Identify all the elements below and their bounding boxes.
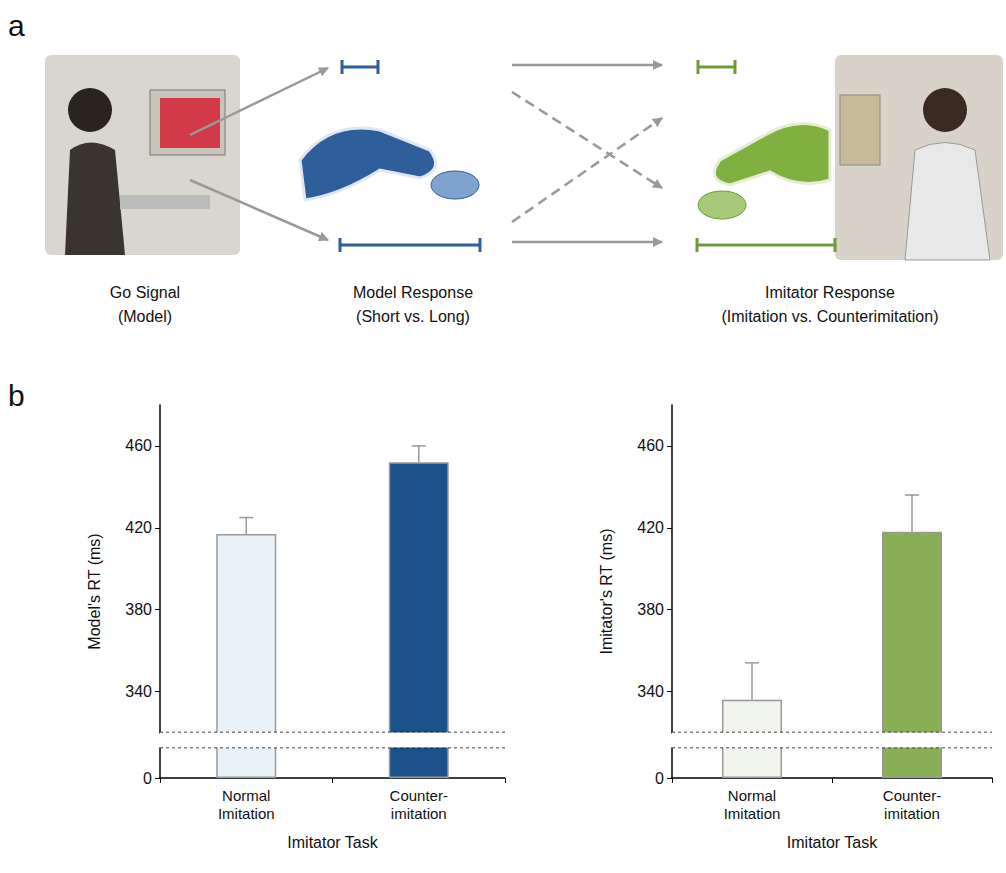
- svg-text:0: 0: [143, 770, 152, 787]
- svg-text:460: 460: [125, 437, 152, 454]
- svg-text:Imitator Response: Imitator Response: [765, 284, 895, 301]
- svg-text:Imitator Task: Imitator Task: [787, 834, 878, 851]
- svg-text:420: 420: [125, 519, 152, 536]
- svg-text:340: 340: [637, 683, 664, 700]
- svg-text:380: 380: [125, 601, 152, 618]
- svg-text:Imitation: Imitation: [218, 805, 275, 822]
- svg-text:Imitator's RT (ms): Imitator's RT (ms): [598, 528, 615, 654]
- svg-text:imitation: imitation: [884, 805, 940, 822]
- svg-text:Imitation: Imitation: [724, 805, 781, 822]
- svg-text:Model Response: Model Response: [353, 284, 473, 301]
- svg-text:Go Signal: Go Signal: [110, 284, 180, 301]
- svg-text:imitation: imitation: [391, 805, 447, 822]
- svg-text:(Imitation vs. Counterimitatio: (Imitation vs. Counterimitation): [722, 308, 939, 325]
- svg-text:340: 340: [125, 683, 152, 700]
- svg-text:Normal: Normal: [222, 787, 270, 804]
- svg-text:(Model): (Model): [118, 308, 172, 325]
- svg-text:(Short vs. Long): (Short vs. Long): [356, 308, 470, 325]
- svg-text:0: 0: [655, 770, 664, 787]
- svg-text:a: a: [8, 9, 25, 42]
- svg-text:Counter-: Counter-: [883, 787, 941, 804]
- svg-text:Normal: Normal: [728, 787, 776, 804]
- svg-text:380: 380: [637, 601, 664, 618]
- svg-text:460: 460: [637, 437, 664, 454]
- svg-text:Imitator Task: Imitator Task: [287, 834, 378, 851]
- svg-text:Counter-: Counter-: [390, 787, 448, 804]
- svg-text:b: b: [8, 380, 25, 412]
- svg-text:420: 420: [637, 519, 664, 536]
- svg-text:Model's RT (ms): Model's RT (ms): [86, 533, 103, 649]
